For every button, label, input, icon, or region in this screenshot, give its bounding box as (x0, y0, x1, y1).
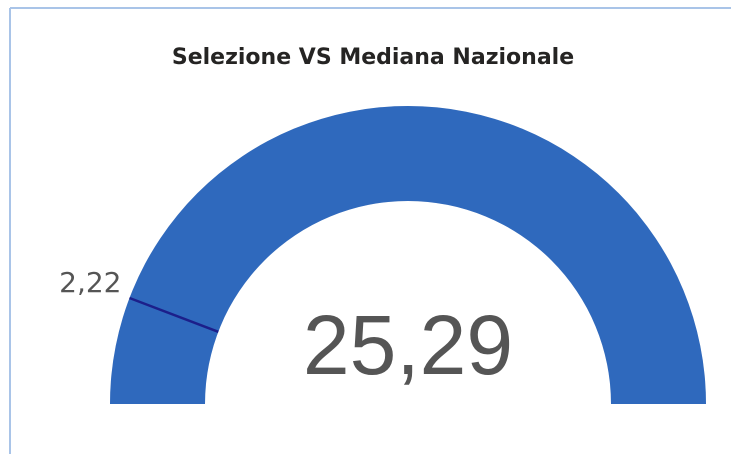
target-label: 2,22 (59, 266, 121, 299)
chart-title: Selezione VS Mediana Nazionale (172, 45, 574, 70)
value-label: 25,29 (303, 298, 513, 392)
gauge-value-arc (110, 106, 706, 404)
target-line (129, 296, 219, 333)
